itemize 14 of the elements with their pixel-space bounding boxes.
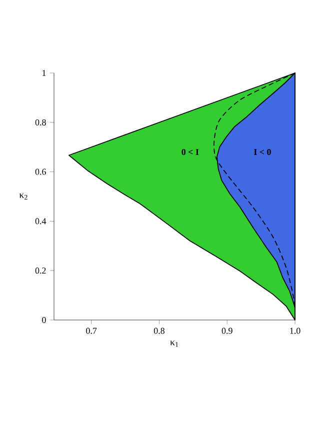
y-tick-label: 0.8 [35, 119, 46, 126]
y-tick-label: 1 [42, 70, 46, 76]
annotation: I < 0 [254, 149, 271, 156]
annotation: 0 < I [182, 149, 199, 156]
y-tick-label: 0 [42, 316, 46, 324]
y-tick-label: 0.6 [35, 168, 46, 175]
x-tick-label: 0.7 [86, 328, 97, 334]
x-axis-title: κ$_{1}$ [170, 340, 178, 347]
x-tick-label: 1.0 [290, 328, 300, 334]
x-tick-label: 0.9 [222, 328, 232, 334]
x-tick-label: 0.8 [154, 328, 164, 334]
y-axis-title: κ$_{2}$ [19, 193, 28, 200]
y-tick-label: 0.2 [35, 268, 46, 274]
y-tick-label: 0.4 [35, 218, 46, 224]
